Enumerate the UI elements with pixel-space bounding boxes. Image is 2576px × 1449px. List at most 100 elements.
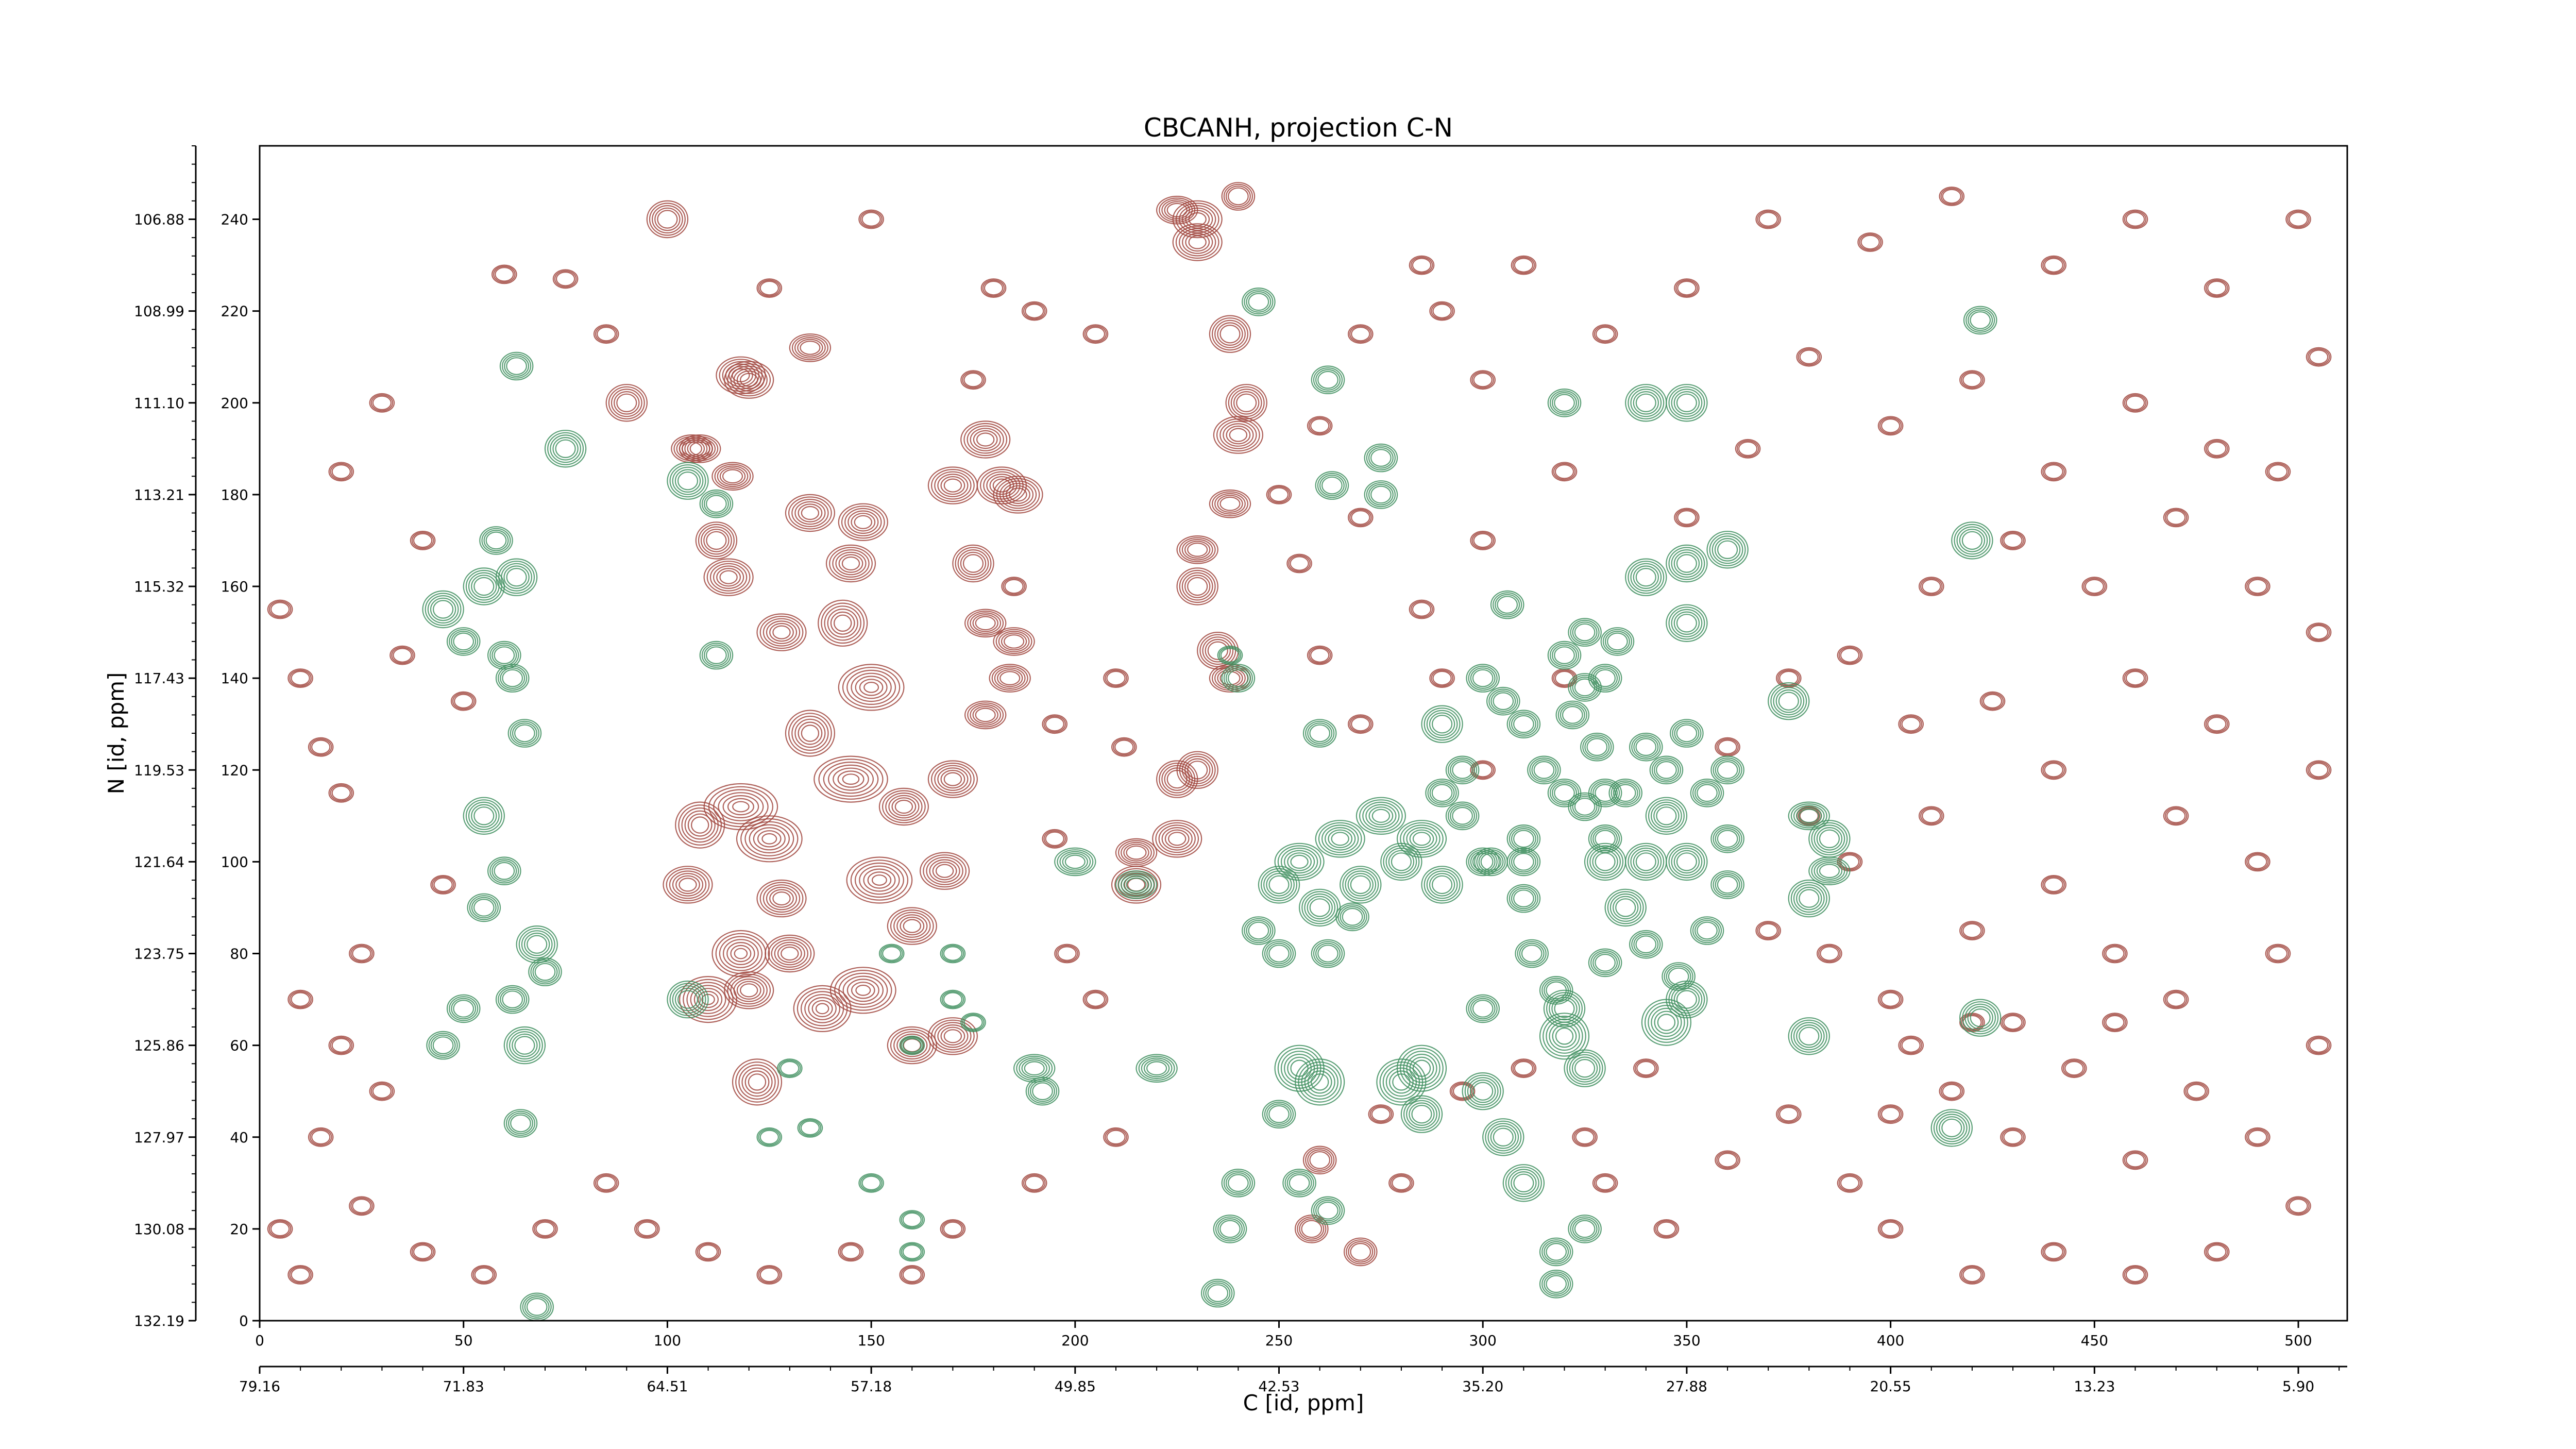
contour-peak: [1715, 1150, 1740, 1170]
contour-peak: [1311, 365, 1345, 395]
contour-peak: [1710, 870, 1744, 899]
contour-peak: [1274, 843, 1325, 881]
contour-peak: [736, 815, 803, 863]
contour-peak: [2306, 622, 2332, 642]
contour-peak: [1710, 755, 1744, 785]
contour-peak: [1674, 278, 1700, 298]
contour-peak: [1311, 939, 1345, 968]
contour-peak: [2245, 852, 2270, 872]
contour-peak: [1295, 1215, 1329, 1243]
contour-peak: [2122, 209, 2148, 229]
contour-peak: [1568, 618, 1602, 647]
contour-peak: [1425, 779, 1459, 807]
contour-peak: [1103, 1127, 1129, 1147]
contour-peak: [1364, 443, 1398, 473]
contour-peak: [2285, 209, 2311, 229]
contour-peak: [1706, 531, 1749, 569]
y-ppm-tick-label: 106.88: [134, 211, 184, 228]
contour-peak: [1502, 1164, 1545, 1202]
contour-peak: [663, 866, 713, 904]
contour-peak: [605, 384, 648, 422]
contour-peak: [1959, 999, 2002, 1037]
contour-peak: [1355, 797, 1406, 835]
contour-peak: [952, 544, 994, 583]
contour-peak: [2204, 714, 2230, 734]
y-index-tick-label: 20: [230, 1221, 248, 1238]
contour-peak: [1662, 962, 1696, 991]
contour-peak: [1152, 820, 1202, 858]
contour-peak: [1445, 755, 1480, 785]
y-ppm-tick-label: 115.32: [134, 578, 184, 595]
contour-peak: [1176, 567, 1218, 605]
contour-peak: [1445, 801, 1480, 831]
contour-peak: [993, 627, 1035, 656]
contour-peak: [667, 462, 709, 500]
contour-peak: [1808, 856, 1851, 886]
contour-peak: [980, 278, 1007, 298]
contour-peak: [450, 691, 477, 711]
contour-peak: [1633, 1058, 1659, 1079]
contour-peak: [1877, 1104, 1904, 1124]
contour-peak: [487, 641, 521, 670]
contour-peak: [507, 719, 542, 748]
contour-peak: [899, 1035, 925, 1055]
contour-peak: [1649, 755, 1684, 785]
contour-peak: [369, 1081, 395, 1101]
contour-peak: [899, 1242, 925, 1262]
contour-peak: [2245, 577, 2270, 596]
contour-peak: [2041, 462, 2067, 482]
x-ppm-tick-label: 20.55: [1870, 1378, 1911, 1395]
contour-peak: [2122, 1265, 2148, 1285]
contour-peak: [2306, 1035, 2332, 1055]
contour-peak: [287, 668, 313, 688]
x-index-tick-label: 500: [2284, 1332, 2312, 1349]
x-index-tick-label: 0: [255, 1332, 264, 1349]
contour-peak: [2163, 508, 2189, 528]
contour-peak: [1258, 866, 1300, 904]
contour-peak: [1449, 1081, 1476, 1101]
contour-peak: [2204, 439, 2230, 459]
contour-peak: [1547, 641, 1582, 670]
contour-peak: [1201, 1278, 1235, 1308]
y-axis-label: N [id, ppm]: [104, 672, 129, 795]
x-axis-ppm: 79.16 71.83 64.51 57.18 49.85 42.53 35.20 27.88…: [239, 1366, 2347, 1395]
contour-peak: [369, 393, 395, 413]
contour-peak: [389, 645, 415, 665]
contour-peak: [1348, 714, 1374, 734]
contour-peak: [1564, 1049, 1606, 1087]
contour-peak: [503, 1026, 546, 1065]
contour-peak: [1877, 1219, 1904, 1239]
y-index-tick-label: 0: [239, 1312, 248, 1329]
contour-peak: [1588, 948, 1622, 978]
contour-peak: [878, 943, 905, 964]
contour-peak: [1021, 1173, 1047, 1193]
contour-peak: [1666, 843, 1708, 881]
contour-peak: [499, 351, 534, 381]
contour-peak: [1242, 916, 1276, 945]
contour-peak: [1877, 416, 1904, 436]
contour-peak: [960, 420, 1011, 459]
contour-peak: [756, 278, 783, 298]
contour-peak: [1877, 989, 1904, 1009]
contour-peak: [2000, 530, 2026, 550]
x-index-tick-label: 300: [1469, 1332, 1496, 1349]
contour-peak: [495, 664, 530, 693]
y-index-tick-label: 40: [230, 1129, 248, 1146]
contour-peak: [679, 975, 737, 1023]
contour-peak: [1580, 732, 1614, 762]
contour-peak: [1262, 939, 1296, 968]
contour-peak: [940, 943, 966, 964]
contour-peak: [2102, 943, 2128, 964]
contour-peak: [1225, 384, 1267, 422]
y-ppm-tick-label: 130.08: [134, 1221, 184, 1238]
contour-peak: [1462, 1072, 1504, 1110]
contour-peak: [1592, 1173, 1618, 1193]
contour-peak: [797, 1118, 823, 1138]
contour-peak: [349, 943, 375, 964]
contour-peak: [1572, 1127, 1598, 1147]
contour-series-0: [267, 182, 2332, 1285]
contour-peak: [593, 1173, 619, 1193]
y-ppm-tick-label: 113.21: [134, 486, 184, 503]
contour-peak: [1515, 939, 1549, 968]
contour-peak: [2265, 943, 2291, 964]
